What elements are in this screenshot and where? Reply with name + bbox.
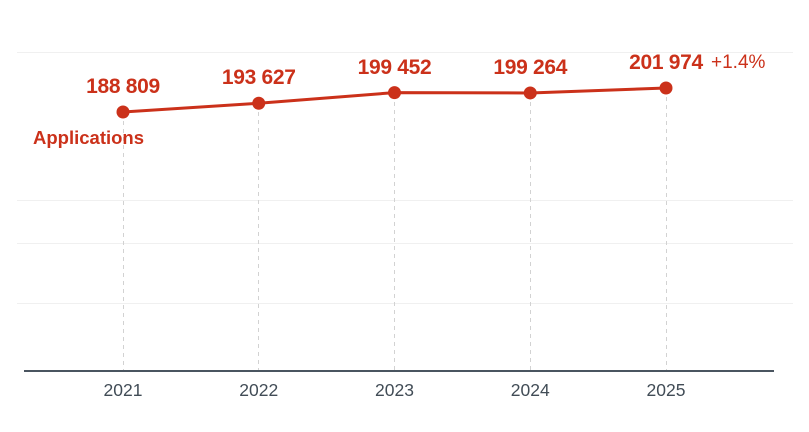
x-axis-line xyxy=(24,370,774,372)
data-point-2022 xyxy=(252,96,266,110)
gridline xyxy=(17,52,793,53)
dashed-guide-2024 xyxy=(529,101,531,370)
year-tick-2023: 2023 xyxy=(375,380,414,400)
data-point-2023 xyxy=(388,86,401,100)
year-tick-2021: 2021 xyxy=(103,380,143,400)
series-label: Applications xyxy=(33,127,145,148)
value-label-2023: 199 452 xyxy=(357,55,432,79)
value-label-2024: 199 264 xyxy=(493,55,568,79)
percent-change-annotation: +1.4% xyxy=(711,52,766,73)
year-tick-2022: 2022 xyxy=(239,380,279,400)
data-point-2021 xyxy=(116,105,130,119)
value-label-2021: 188 809 xyxy=(86,75,160,98)
gridline xyxy=(17,303,793,304)
dashed-guide-2023 xyxy=(394,101,395,370)
year-tick-2024: 2024 xyxy=(510,380,550,400)
gridline xyxy=(17,243,793,244)
dashed-guide-2021 xyxy=(122,121,124,370)
data-point-2025 xyxy=(659,81,673,95)
value-label-2022: 193 627 xyxy=(221,66,296,90)
gridline xyxy=(17,200,793,201)
dashed-guide-2025 xyxy=(665,97,667,370)
year-tick-2025: 2025 xyxy=(646,380,686,400)
dashed-guide-2022 xyxy=(258,112,260,370)
value-label-2025: 201 974 xyxy=(629,51,703,74)
data-point-2024 xyxy=(523,86,537,100)
